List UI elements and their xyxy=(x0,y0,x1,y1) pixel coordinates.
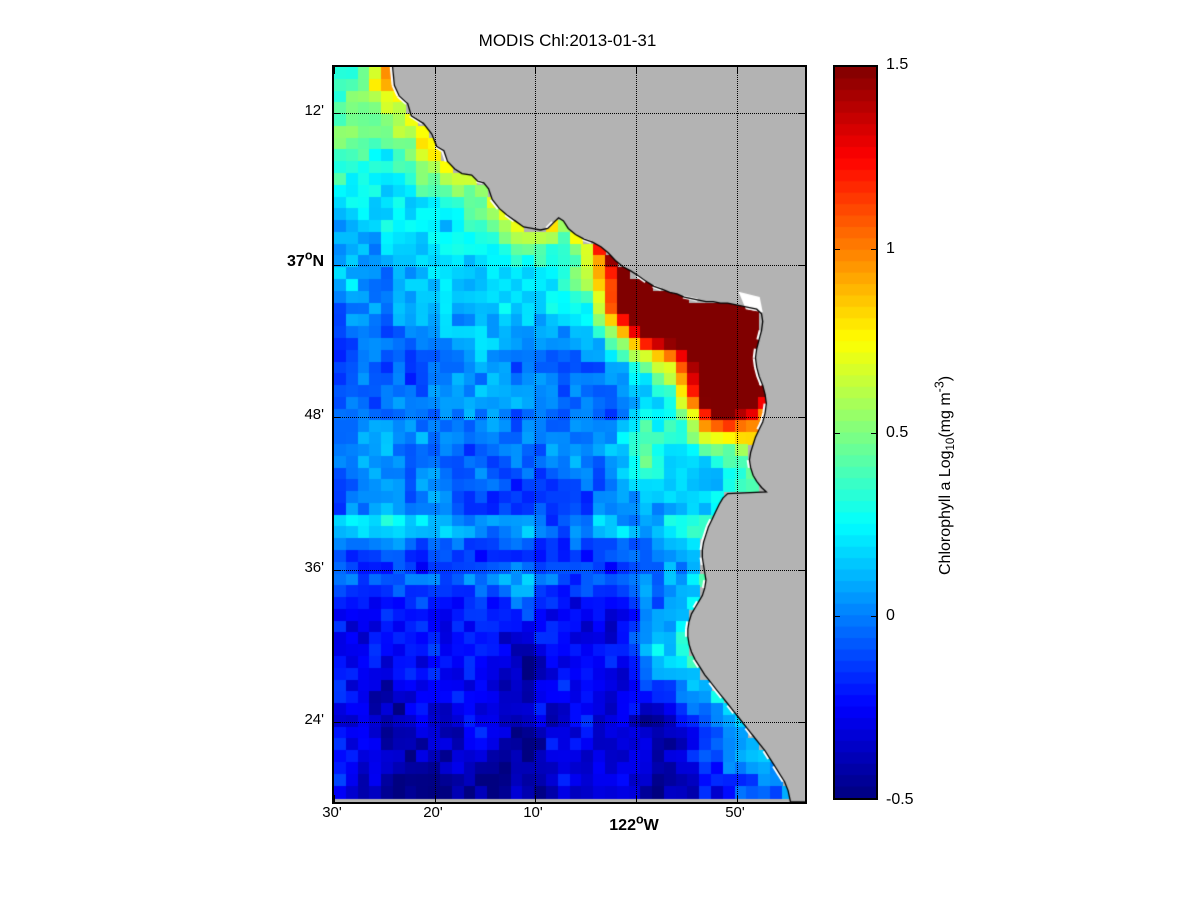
chlorophyll-heatmap xyxy=(334,67,805,802)
colorbar-tick xyxy=(833,249,840,250)
colorbar-tick xyxy=(871,249,878,250)
colorbar-title-paren: ) xyxy=(937,375,954,382)
map-xtick-label: 30' xyxy=(322,804,342,821)
map-xtick xyxy=(435,795,436,803)
map-ytick xyxy=(333,113,341,114)
map-xtick xyxy=(535,795,536,803)
map-ytick xyxy=(333,417,341,418)
colorbar-tick xyxy=(871,433,878,434)
map-xtick xyxy=(737,795,738,803)
map-xtick-label: 122oW xyxy=(609,812,659,834)
map-ytick xyxy=(333,722,341,723)
map-xtick-label: 50' xyxy=(725,804,745,821)
map-xtick-label: 20' xyxy=(423,804,443,821)
colorbar-tick-label: 0 xyxy=(886,607,895,624)
page-title: MODIS Chl:2013-01-31 xyxy=(478,31,657,50)
map-xtick xyxy=(737,66,738,74)
colorbar[interactable]: 1.5 1 0.5 0 -0.5 xyxy=(833,57,914,808)
colorbar-tick-label: 1.5 xyxy=(886,56,909,73)
map-ytick-label: 24' xyxy=(304,711,324,728)
map-ytick-label: 37oN xyxy=(287,248,324,270)
map-xtick xyxy=(435,66,436,74)
colorbar-gradient xyxy=(835,67,876,798)
colorbar-body xyxy=(833,65,878,800)
colorbar-tick-label: 1 xyxy=(886,240,895,257)
colorbar-tick xyxy=(871,616,878,617)
colorbar-tick xyxy=(833,433,840,434)
colorbar-title-units: (mg m xyxy=(937,392,954,438)
map-ytick-label: 36' xyxy=(304,559,324,576)
colorbar-title-subscript: 10 xyxy=(945,437,958,451)
map-plot-area[interactable] xyxy=(334,67,805,802)
colorbar-tick xyxy=(833,616,840,617)
map-xtick-label: 10' xyxy=(523,804,543,821)
map-ytick-label: 48' xyxy=(304,406,324,423)
colorbar-title-exponent: -3 xyxy=(932,381,947,393)
map-ytick xyxy=(798,265,806,266)
map-xtick xyxy=(636,66,637,74)
map-xtick xyxy=(636,795,637,803)
map-xtick xyxy=(334,66,335,74)
map-xtick xyxy=(535,66,536,74)
colorbar-title: Chlorophyll a Log10(mg m-3) xyxy=(933,275,958,575)
colorbar-title-main: Chlorophyll a Log xyxy=(937,450,954,575)
map-ytick xyxy=(798,570,806,571)
map-xtick xyxy=(334,795,335,803)
map-ytick xyxy=(798,722,806,723)
colorbar-tick-label: -0.5 xyxy=(886,791,914,808)
map-ytick-label: 12' xyxy=(304,102,324,119)
map-ytick xyxy=(798,113,806,114)
map-ytick xyxy=(333,265,341,266)
colorbar-tick-label: 0.5 xyxy=(886,424,909,441)
map-ytick xyxy=(333,570,341,571)
map-ytick xyxy=(798,417,806,418)
map-axes[interactable] xyxy=(332,65,807,804)
